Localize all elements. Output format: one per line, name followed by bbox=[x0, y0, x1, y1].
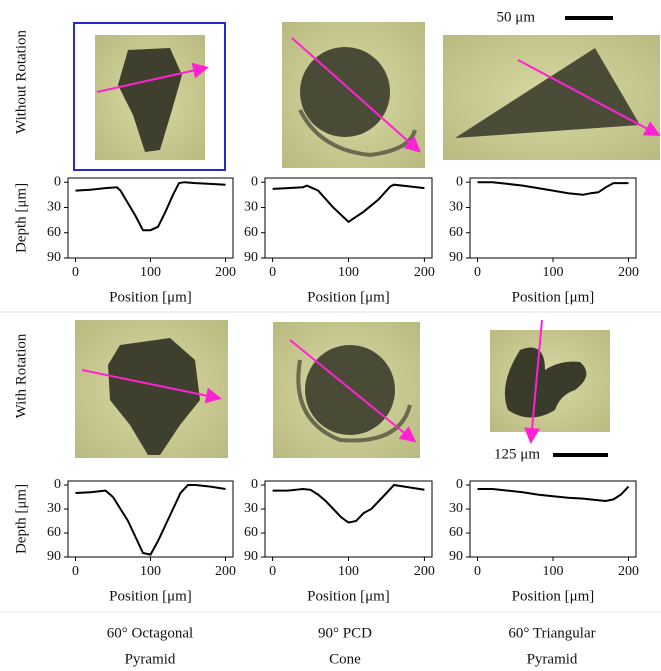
column-label: 60° Octagonal bbox=[107, 625, 193, 641]
y-tick-label: 30 bbox=[449, 200, 463, 215]
x-tick-label: 100 bbox=[140, 564, 161, 579]
x-tick-label: 200 bbox=[414, 265, 435, 280]
micrograph bbox=[490, 319, 610, 444]
y-tick-label: 0 bbox=[456, 477, 463, 492]
x-tick-label: 200 bbox=[215, 564, 236, 579]
x-axis-label: Position [μm] bbox=[512, 588, 595, 604]
row-label: With Rotation bbox=[13, 333, 29, 418]
x-tick-label: 100 bbox=[543, 564, 564, 579]
x-tick-label: 0 bbox=[269, 265, 276, 280]
micrograph bbox=[443, 35, 661, 160]
column-label: Pyramid bbox=[527, 651, 578, 667]
y-tick-label: 90 bbox=[449, 250, 463, 265]
y-axis-label: Depth [μm] bbox=[13, 484, 29, 554]
scale-bar-label: 125 μm bbox=[494, 446, 540, 462]
micrograph bbox=[73, 22, 226, 171]
x-tick-label: 200 bbox=[618, 564, 639, 579]
profile-line bbox=[477, 181, 629, 196]
profile-line bbox=[272, 183, 425, 224]
y-tick-label: 0 bbox=[251, 174, 258, 189]
micrograph bbox=[75, 320, 228, 458]
x-tick-label: 0 bbox=[269, 564, 276, 579]
profile-line bbox=[75, 181, 226, 232]
profile-line bbox=[75, 484, 226, 556]
scale-bar bbox=[565, 16, 613, 20]
y-tick-label: 90 bbox=[47, 549, 61, 564]
y-tick-label: 60 bbox=[449, 225, 463, 240]
column-label: Pyramid bbox=[125, 651, 176, 667]
x-tick-label: 100 bbox=[543, 265, 564, 280]
plot-frame bbox=[264, 177, 433, 259]
plot-frame bbox=[469, 480, 637, 558]
y-tick-label: 60 bbox=[47, 525, 61, 540]
y-tick-label: 90 bbox=[47, 250, 61, 265]
y-tick-label: 60 bbox=[244, 225, 258, 240]
x-tick-label: 0 bbox=[474, 265, 481, 280]
x-tick-label: 0 bbox=[72, 564, 79, 579]
y-tick-label: 0 bbox=[251, 477, 258, 492]
y-tick-label: 30 bbox=[47, 501, 61, 516]
plot-frame bbox=[264, 480, 433, 558]
y-tick-label: 30 bbox=[244, 501, 258, 516]
x-tick-label: 0 bbox=[474, 564, 481, 579]
x-tick-label: 100 bbox=[338, 265, 359, 280]
profile-line bbox=[272, 483, 425, 524]
y-tick-label: 60 bbox=[449, 525, 463, 540]
y-tick-label: 60 bbox=[244, 525, 258, 540]
y-tick-label: 60 bbox=[47, 225, 61, 240]
y-tick-label: 30 bbox=[244, 200, 258, 215]
profile-line bbox=[477, 485, 630, 503]
y-tick-label: 0 bbox=[54, 477, 61, 492]
column-label: 60° Triangular bbox=[508, 625, 595, 641]
y-tick-label: 30 bbox=[47, 200, 61, 215]
y-tick-label: 90 bbox=[244, 549, 258, 564]
scale-bar-label: 50 μm bbox=[497, 9, 536, 25]
y-tick-label: 90 bbox=[449, 549, 463, 564]
y-tick-label: 0 bbox=[54, 174, 61, 189]
micrograph bbox=[282, 22, 425, 168]
y-axis-label: Depth [μm] bbox=[13, 183, 29, 253]
x-axis-label: Position [μm] bbox=[512, 289, 595, 305]
y-tick-label: 30 bbox=[449, 501, 463, 516]
x-axis-label: Position [μm] bbox=[109, 588, 192, 604]
x-axis-label: Position [μm] bbox=[307, 588, 390, 604]
x-axis-label: Position [μm] bbox=[307, 289, 390, 305]
micrograph bbox=[273, 322, 420, 458]
x-tick-label: 200 bbox=[414, 564, 435, 579]
x-tick-label: 100 bbox=[140, 265, 161, 280]
row-label: Without Rotation bbox=[13, 30, 29, 134]
column-label: Cone bbox=[329, 651, 361, 667]
x-tick-label: 200 bbox=[618, 265, 639, 280]
y-tick-label: 0 bbox=[456, 174, 463, 189]
x-tick-label: 0 bbox=[72, 265, 79, 280]
y-tick-label: 90 bbox=[244, 250, 258, 265]
x-axis-label: Position [μm] bbox=[109, 289, 192, 305]
x-tick-label: 200 bbox=[215, 265, 236, 280]
scale-bar bbox=[553, 453, 608, 457]
column-label: 90° PCD bbox=[318, 625, 372, 641]
x-tick-label: 100 bbox=[338, 564, 359, 579]
